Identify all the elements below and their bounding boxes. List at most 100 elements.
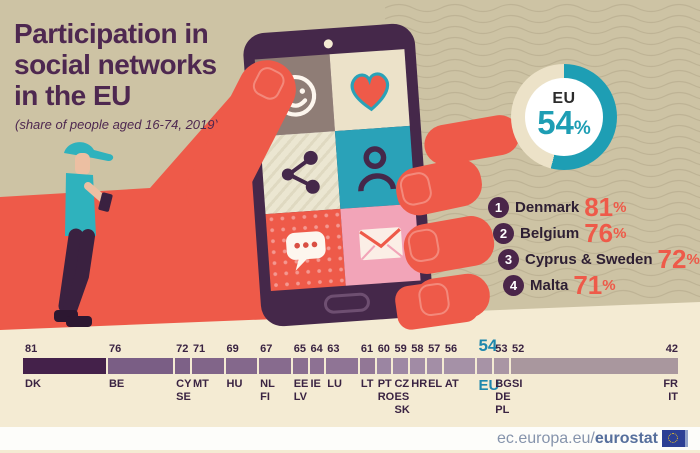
footer-url[interactable]: ec.europa.eu/eurostat bbox=[497, 430, 658, 448]
finger-nail bbox=[397, 170, 434, 208]
scale-value: 69 bbox=[226, 343, 239, 355]
scale-country-codes: CZ ES SK bbox=[394, 378, 409, 417]
share-tile bbox=[260, 131, 341, 214]
scale-value: 72 bbox=[176, 343, 189, 355]
rank-country-name: Denmark bbox=[515, 198, 580, 216]
scale-value: 42 bbox=[665, 343, 678, 355]
scale-tick bbox=[475, 358, 478, 374]
country-code: DE bbox=[495, 391, 511, 403]
footer-url-domain: ec.europa.eu/ bbox=[497, 429, 595, 447]
scale-value: 59 bbox=[394, 343, 407, 355]
scale-segment bbox=[106, 358, 175, 374]
title-line-2: social networks bbox=[14, 49, 217, 80]
rank-number-badge: 2 bbox=[493, 222, 514, 244]
scale-value: 63 bbox=[327, 343, 340, 355]
eu-donut-chart: EU 54% bbox=[511, 64, 617, 170]
scale-country-codes: LT bbox=[361, 378, 374, 391]
rank-percent-sign: % bbox=[686, 250, 700, 268]
rank-country-name: Cyprus & Sweden bbox=[525, 250, 653, 268]
country-code: BE bbox=[108, 378, 125, 390]
scale-tick bbox=[257, 358, 260, 374]
rank-number-badge: 1 bbox=[488, 196, 509, 218]
scale-segment bbox=[358, 358, 376, 374]
scale-segment bbox=[510, 358, 678, 374]
scale-value-eu: 54 bbox=[478, 336, 498, 355]
scale-tick bbox=[391, 358, 394, 374]
country-code: EE bbox=[293, 378, 309, 390]
country-code: HR bbox=[411, 378, 428, 390]
envelope-tile bbox=[340, 203, 421, 286]
scale-tick bbox=[173, 358, 176, 374]
rank-percent-sign: % bbox=[613, 224, 627, 242]
scale-value: 67 bbox=[260, 343, 273, 355]
scale-value: 61 bbox=[360, 343, 374, 355]
scale-country-codes: EL bbox=[428, 378, 442, 391]
country-code: FR bbox=[663, 378, 678, 390]
person-with-phone-illustration bbox=[54, 142, 114, 327]
scale-country-codes: NL FI bbox=[260, 378, 275, 404]
scale-country-codes: FR IT bbox=[638, 378, 678, 404]
rank-number-badge: 4 bbox=[503, 274, 524, 296]
profile-tile bbox=[334, 126, 416, 209]
eu-flag-stars bbox=[667, 432, 678, 443]
scale-country-codes: SI bbox=[512, 378, 522, 391]
eu-donut-percent-sign: % bbox=[573, 118, 591, 139]
country-code: LU bbox=[327, 378, 342, 390]
footer-url-eurostat: eurostat bbox=[594, 429, 658, 447]
chat-tile bbox=[265, 208, 346, 291]
country-code: IE bbox=[310, 378, 321, 390]
finger-nail bbox=[406, 227, 442, 264]
scale-country-codes: LU bbox=[327, 378, 342, 391]
smartphone-illustration bbox=[241, 22, 435, 328]
scale-country-codes: EE LV bbox=[294, 378, 309, 404]
ranking-row: 2 Belgium 76% bbox=[493, 220, 700, 246]
scale-value: 56 bbox=[444, 343, 458, 355]
scale-tick bbox=[357, 358, 360, 374]
country-code: IT bbox=[668, 391, 678, 403]
scale-country-codes: PT RO bbox=[378, 378, 395, 404]
top-countries-ranking: 1 Denmark 81% 2 Belgium 76% 3 Cyprus & Sweden 72… bbox=[488, 194, 700, 298]
rank-percentage: 81 bbox=[584, 192, 614, 222]
eu-donut-label: EU bbox=[552, 90, 576, 107]
page-title: Participation in social networks in the … bbox=[14, 18, 264, 111]
eu-flag-icon bbox=[662, 430, 688, 447]
country-code: CY bbox=[176, 378, 192, 390]
scale-tick bbox=[105, 358, 108, 374]
country-code: AT bbox=[444, 378, 459, 390]
country-code: EL bbox=[428, 378, 443, 390]
scale-value: 57 bbox=[428, 343, 441, 355]
footer-bar: ec.europa.eu/eurostat bbox=[0, 427, 700, 450]
country-code: FI bbox=[260, 391, 270, 403]
scale-tick bbox=[324, 358, 327, 374]
scale-country-codes: AT bbox=[445, 378, 459, 391]
country-code: SE bbox=[176, 391, 191, 403]
country-code: MT bbox=[192, 378, 209, 390]
country-code: PT bbox=[377, 378, 392, 390]
country-code: ES bbox=[394, 391, 410, 403]
scale-tick bbox=[492, 358, 495, 374]
scale-segment bbox=[174, 358, 191, 374]
scale-tick bbox=[425, 358, 428, 374]
scale-segment bbox=[442, 358, 477, 374]
scale-segment bbox=[190, 358, 225, 374]
scale-value: 71 bbox=[192, 343, 206, 355]
scale-value: 58 bbox=[411, 343, 424, 355]
scale-country-codes: BG DE PL bbox=[495, 378, 512, 417]
scale-segment bbox=[291, 358, 309, 374]
thumb-nail bbox=[249, 63, 288, 104]
rank-number-badge: 3 bbox=[498, 248, 519, 270]
phone-screen bbox=[254, 49, 421, 291]
scale-segment bbox=[23, 358, 107, 374]
country-code: PL bbox=[495, 404, 510, 416]
scale-code-eu: EU bbox=[478, 378, 499, 393]
country-code: DK bbox=[25, 378, 41, 390]
scale-segment bbox=[258, 358, 292, 374]
scale-segment bbox=[392, 358, 410, 374]
scale-segment bbox=[375, 358, 393, 374]
ranking-row: 3 Cyprus & Sweden 72% bbox=[498, 246, 700, 272]
country-code: SI bbox=[512, 378, 523, 390]
ranking-row: 1 Denmark 81% bbox=[488, 194, 700, 220]
scale-value: 52 bbox=[512, 343, 525, 355]
scale-segment bbox=[308, 358, 326, 374]
